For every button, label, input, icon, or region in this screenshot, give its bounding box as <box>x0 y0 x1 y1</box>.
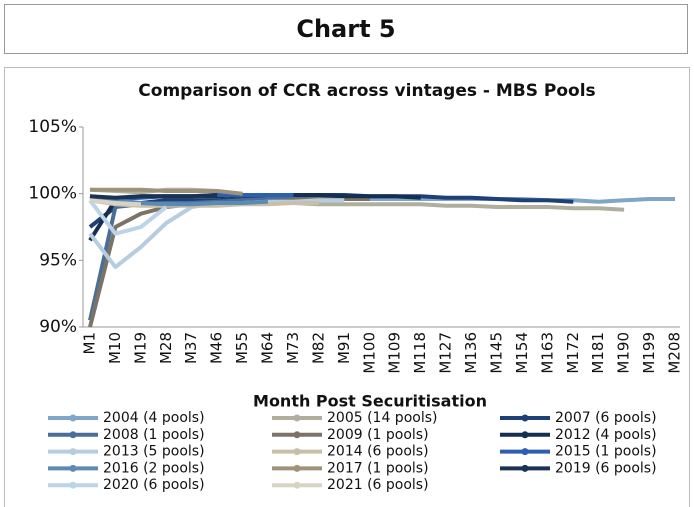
legend-marker <box>293 448 301 456</box>
x-tick-label: M37 <box>182 332 200 364</box>
x-tick-label: M64 <box>259 332 277 364</box>
legend-label: 2015 (1 pools) <box>555 444 657 460</box>
legend-label: 2008 (1 pools) <box>103 427 205 443</box>
legend-label: 2016 (2 pools) <box>103 460 205 476</box>
x-tick-label: M10 <box>106 332 124 364</box>
x-tick-label: M136 <box>462 332 480 374</box>
legend-label: 2013 (5 pools) <box>103 444 205 460</box>
legend-marker <box>521 414 529 422</box>
x-tick-label: M91 <box>335 332 353 364</box>
x-tick-label: M1 <box>81 332 99 355</box>
legend-marker <box>293 464 301 472</box>
x-tick-label: M163 <box>538 332 556 374</box>
y-tick-label: 100% <box>28 184 77 204</box>
series-line <box>88 197 370 328</box>
legend-label: 2014 (6 pools) <box>327 444 429 460</box>
legend-label: 2019 (6 pools) <box>555 460 657 476</box>
legend-label: 2004 (4 pools) <box>103 410 205 426</box>
legend-marker <box>521 464 529 472</box>
series-line <box>88 198 345 269</box>
x-tick-label: M154 <box>513 332 531 374</box>
x-tick-label: M127 <box>437 332 455 374</box>
x-tick-label: M199 <box>640 332 658 374</box>
x-tick-label: M55 <box>233 332 251 364</box>
x-tick-label: M28 <box>157 332 175 364</box>
legend-label: 2005 (14 pools) <box>327 410 437 426</box>
legend-marker <box>521 431 529 439</box>
legend-label: 2017 (1 pools) <box>327 460 429 476</box>
x-tick-label: M82 <box>309 332 327 364</box>
x-tick-label: M46 <box>208 332 226 364</box>
series-line <box>89 194 269 207</box>
series-line <box>88 199 168 236</box>
series-line <box>89 198 142 207</box>
series-line <box>89 193 218 200</box>
x-tick-label: M172 <box>564 332 582 374</box>
series-line <box>90 187 243 196</box>
legend-label: 2020 (6 pools) <box>103 477 205 493</box>
x-tick-label: M118 <box>411 332 429 374</box>
header: Chart 5 <box>4 4 688 54</box>
chart-frame <box>4 67 690 507</box>
y-tick-label: 90% <box>39 317 77 337</box>
legend-marker <box>521 448 529 456</box>
legend-label: 2012 (4 pools) <box>555 427 657 443</box>
x-tick-label: M181 <box>589 332 607 374</box>
x-axis-title: Month Post Securitisation <box>253 392 487 411</box>
legend-label: 2021 (6 pools) <box>327 477 429 493</box>
x-tick-label: M100 <box>360 332 378 374</box>
legend-label: 2007 (6 pools) <box>555 410 657 426</box>
legend-label: 2009 (1 pools) <box>327 427 429 443</box>
x-tick-label: M145 <box>487 332 505 374</box>
x-tick-label: M190 <box>615 332 633 374</box>
x-tick-label: M208 <box>666 332 684 374</box>
series-line <box>88 195 370 321</box>
y-tick-label: 95% <box>39 250 77 270</box>
legend-marker <box>293 481 301 489</box>
x-tick-label: M19 <box>131 332 149 364</box>
legend-marker <box>293 431 301 439</box>
y-tick-label: 105% <box>28 117 77 137</box>
legend-marker <box>293 414 301 422</box>
legend-marker <box>69 464 77 472</box>
x-tick-label: M73 <box>284 332 302 364</box>
chart-title: Comparison of CCR across vintages - MBS … <box>138 81 595 101</box>
x-tick-label: M109 <box>386 332 404 374</box>
legend-marker <box>69 448 77 456</box>
legend-marker <box>69 431 77 439</box>
legend-marker <box>69 414 77 422</box>
legend-marker <box>69 481 77 489</box>
